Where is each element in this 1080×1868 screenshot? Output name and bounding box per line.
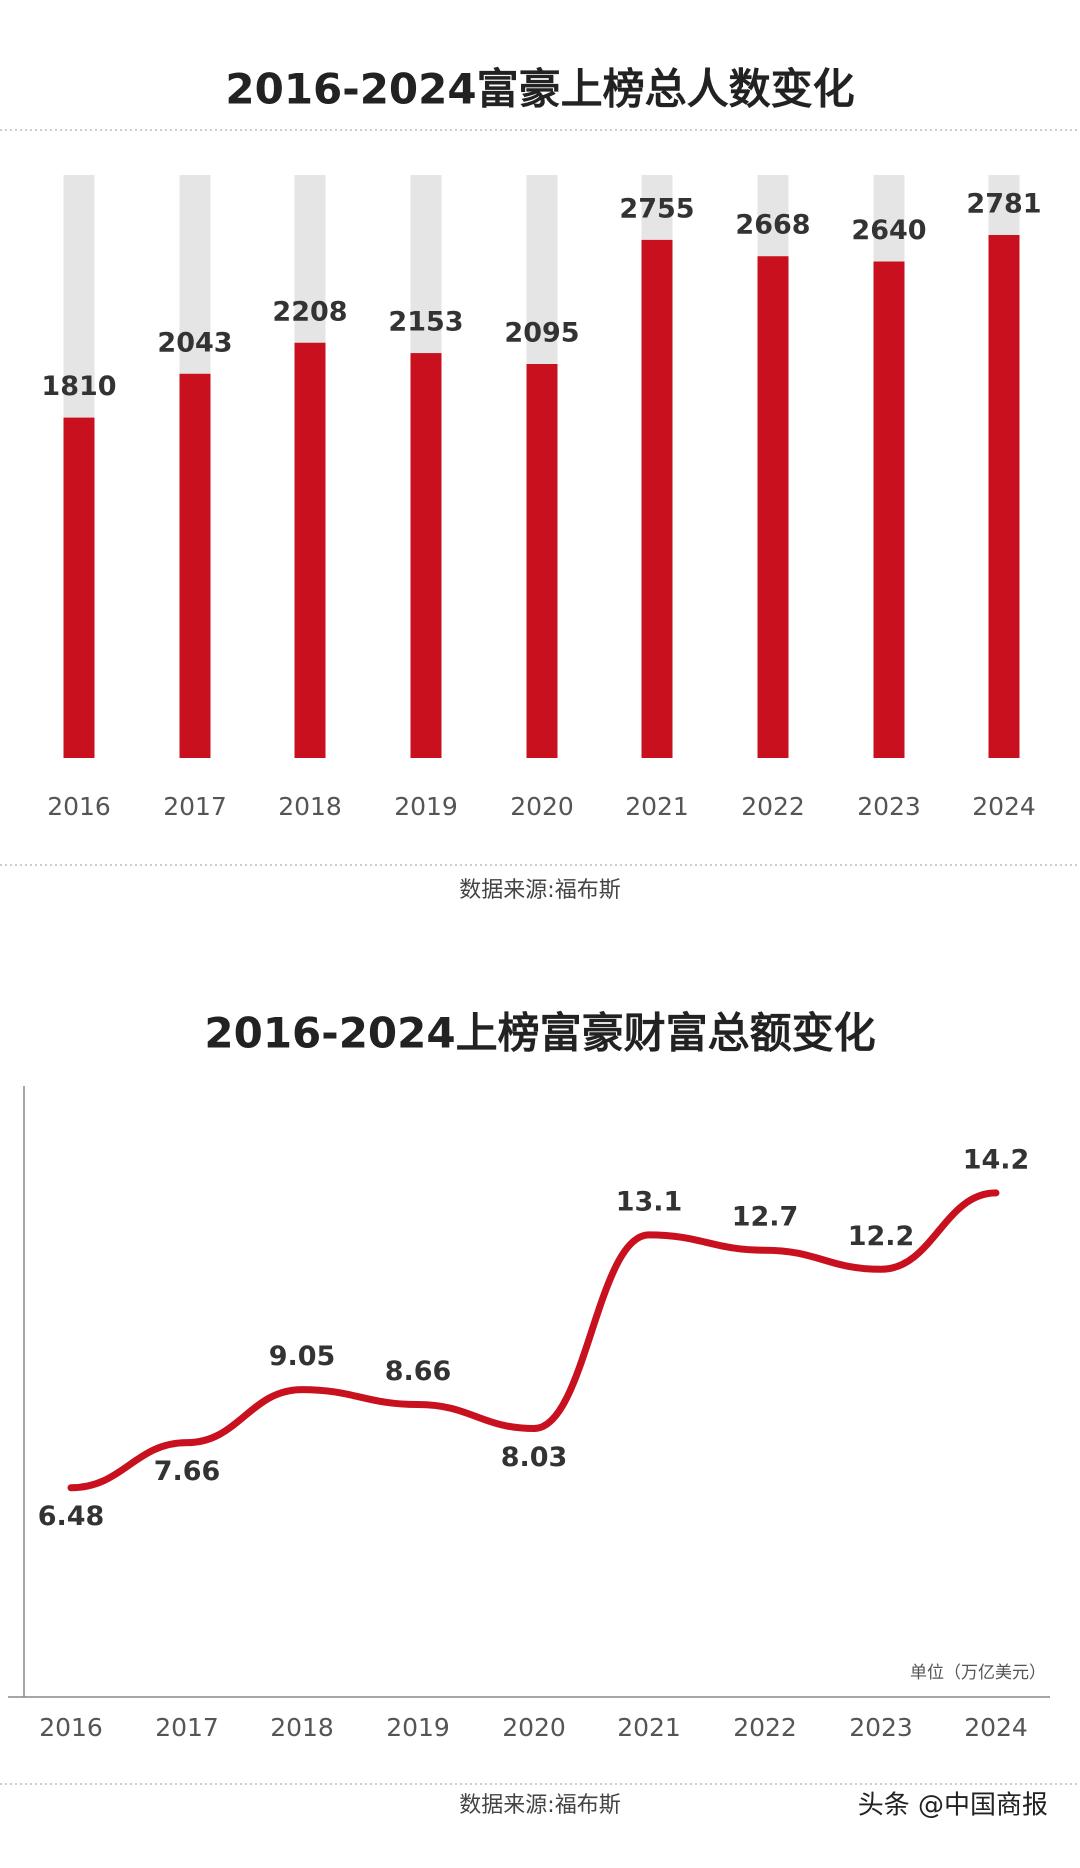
x-tick-label: 2021	[617, 1713, 681, 1742]
bar	[641, 239, 673, 758]
x-tick-label: 2016	[47, 792, 111, 821]
x-tick-label: 2024	[964, 1713, 1028, 1742]
bar	[757, 256, 789, 758]
x-tick-label: 2016	[39, 1713, 103, 1742]
value-label: 6.48	[38, 1501, 105, 1532]
value-label: 9.05	[269, 1341, 336, 1372]
value-label: 2095	[504, 318, 579, 349]
value-label: 12.7	[732, 1202, 799, 1233]
bar	[294, 342, 326, 758]
bar	[873, 261, 905, 758]
x-tick-label: 2023	[857, 792, 921, 821]
chart-title: 2016-2024富豪上榜总人数变化	[225, 65, 854, 114]
x-tick-label: 2019	[394, 792, 458, 821]
unit-label: 单位（万亿美元）	[910, 1663, 1046, 1683]
x-tick-label: 2021	[625, 792, 689, 821]
bar	[63, 417, 95, 758]
value-label: 13.1	[616, 1186, 683, 1217]
value-label: 2755	[619, 193, 694, 224]
line	[67, 1189, 1000, 1492]
source: 数据来源:福布斯	[459, 1793, 620, 1818]
x-tick-label: 2017	[163, 792, 227, 821]
x-tick-label: 2022	[733, 1713, 797, 1742]
x-tick-label: 2020	[510, 792, 574, 821]
x-tick-label: 2022	[741, 792, 805, 821]
chart-title: 2016-2024上榜富豪财富总额变化	[204, 1009, 875, 1058]
value-label: 2043	[157, 327, 232, 358]
value-label: 2208	[272, 296, 347, 327]
x-tick-label: 2017	[155, 1713, 219, 1742]
x-tick-label: 2020	[502, 1713, 566, 1742]
bar	[526, 364, 558, 758]
value-label: 8.03	[501, 1442, 568, 1473]
value-label: 2640	[851, 215, 926, 246]
value-label: 7.66	[154, 1456, 221, 1487]
value-label: 2668	[735, 210, 810, 241]
value-label: 14.2	[963, 1144, 1030, 1175]
value-label: 2153	[388, 307, 463, 338]
bar	[988, 234, 1020, 759]
x-tick-label: 2024	[972, 792, 1036, 821]
value-label: 1810	[41, 371, 116, 402]
x-tick-label: 2018	[278, 792, 342, 821]
value-label: 12.2	[848, 1221, 915, 1252]
value-label: 2781	[966, 188, 1041, 219]
value-label: 8.66	[385, 1356, 452, 1387]
bar	[179, 373, 211, 758]
x-tick-label: 2018	[270, 1713, 334, 1742]
watermark: 头条 @中国商报	[858, 1791, 1048, 1821]
x-tick-label: 2019	[386, 1713, 450, 1742]
bar	[410, 353, 442, 758]
x-tick-label: 2023	[849, 1713, 913, 1742]
source: 数据来源:福布斯	[459, 878, 620, 903]
